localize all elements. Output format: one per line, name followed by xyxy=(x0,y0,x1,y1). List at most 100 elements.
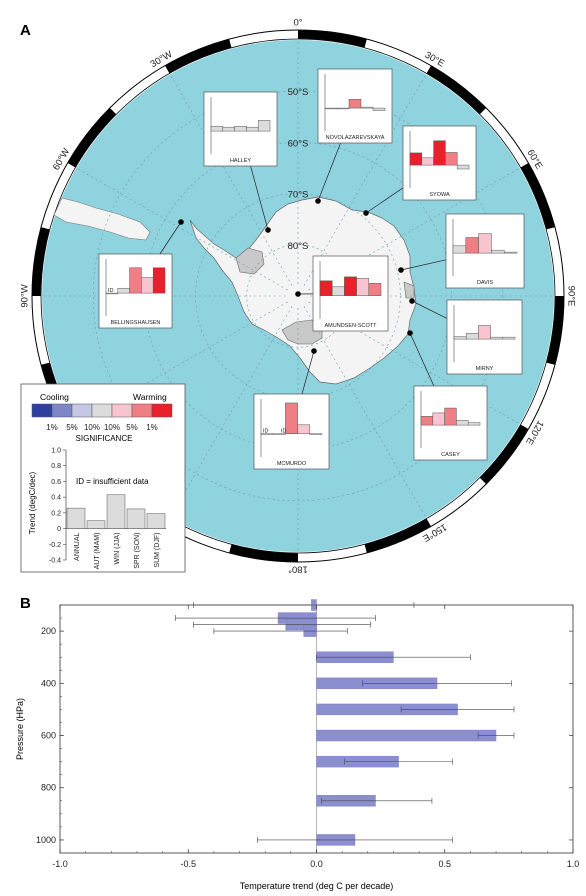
station-bar xyxy=(331,286,345,296)
station-bar xyxy=(444,407,457,426)
station-bar xyxy=(297,424,311,434)
latitude-circle xyxy=(92,90,504,502)
station-chart: MIRNY xyxy=(446,299,523,375)
y-tick-label: 800 xyxy=(41,783,56,793)
latitude-label: 70°S xyxy=(288,190,309,201)
legend-cooling-label: Cooling xyxy=(40,392,69,402)
station-chart: CASEY xyxy=(413,385,488,461)
legend-example-category: SPR (SON) xyxy=(134,533,141,569)
legend-swatch-label: 1% xyxy=(146,423,158,432)
panel-label-a: A xyxy=(20,22,31,39)
map-frame-segment xyxy=(426,65,486,115)
legend-example-bar xyxy=(106,494,126,529)
station-bar xyxy=(348,99,362,109)
insufficient-data-label: ID xyxy=(281,429,287,435)
map-frame-segment xyxy=(229,544,299,562)
longitude-label: 90°E xyxy=(565,286,576,307)
x-tick-label: -1.0 xyxy=(52,859,68,869)
station-bar xyxy=(336,107,350,110)
station-bar xyxy=(141,277,154,294)
longitude-label: 90°W xyxy=(20,284,31,307)
station-bar xyxy=(356,278,370,296)
station-bar xyxy=(491,249,505,254)
y-tick-label: 600 xyxy=(41,731,56,741)
station-marker xyxy=(295,291,301,297)
longitude-label: 0° xyxy=(293,18,302,29)
x-tick-label: 0.5 xyxy=(438,859,451,869)
station-leader-line xyxy=(159,221,182,255)
x-axis-label: Temperature trend (deg C per decade) xyxy=(240,881,394,891)
longitude-label: 180° xyxy=(288,563,308,574)
station-name: CASEY xyxy=(441,452,460,458)
legend-example-tick-label: 0.6 xyxy=(51,479,61,486)
station-marker xyxy=(407,330,413,336)
station-name: MCMURDO xyxy=(277,461,307,467)
y-axis-label: Pressure (HPa) xyxy=(15,698,25,760)
legend-example-category: WIN (JJA) xyxy=(114,533,121,565)
station-bar xyxy=(368,283,382,296)
station-bar xyxy=(360,106,374,109)
station-bar xyxy=(272,433,286,435)
station-chart: NOVOLAZAREVSKAYA xyxy=(317,68,393,144)
map-frame-segment xyxy=(479,424,529,484)
map-frame-segment xyxy=(364,518,431,553)
latitude-label: 60°S xyxy=(288,138,309,149)
station-marker xyxy=(409,298,415,304)
station-leader-line xyxy=(411,300,448,319)
station-leader-line xyxy=(409,332,435,387)
station-bar xyxy=(129,267,142,294)
ronne-ice-shelf xyxy=(235,247,265,275)
legend-example-tick-label: -0.2 xyxy=(49,542,61,549)
meridian-line xyxy=(170,75,293,286)
station-leader-line xyxy=(250,165,269,231)
panel-label-b: B xyxy=(20,595,31,612)
legend-example-tick-label: 1.0 xyxy=(51,448,61,455)
legend-swatch-label: 5% xyxy=(126,423,138,432)
antarctic-continent xyxy=(189,196,417,385)
station-chart: ID ID MCMURDO xyxy=(253,393,330,470)
map-frame-segment xyxy=(297,30,367,48)
station-bar xyxy=(432,412,445,426)
station-leader-line xyxy=(301,350,315,395)
station-bar xyxy=(210,125,224,132)
station-markers xyxy=(178,198,415,354)
station-bar xyxy=(478,233,492,254)
legend-swatch xyxy=(131,403,153,418)
station-marker xyxy=(265,227,271,233)
station-bar xyxy=(465,237,479,254)
station-bar xyxy=(433,140,446,166)
station-chart: SYOWA xyxy=(402,125,477,201)
x-tick-label: 0.0 xyxy=(310,859,323,869)
legend-swatch xyxy=(71,403,93,418)
station-bar xyxy=(478,325,491,340)
meridian-line xyxy=(303,306,426,517)
insufficient-data-label: ID xyxy=(108,288,114,294)
legend-swatches: 1% 5% 10% 10% 5% 1% xyxy=(31,403,173,432)
station-bar xyxy=(503,251,518,254)
legend-example-tick-label: 0.8 xyxy=(51,463,61,470)
legend-swatch-label: 1% xyxy=(46,423,58,432)
station-bar xyxy=(285,402,298,434)
station-bar xyxy=(453,336,467,340)
station-bar xyxy=(319,280,333,296)
legend-swatch xyxy=(51,403,73,418)
station-leader-line xyxy=(400,259,447,271)
legend-example-category: SUM (DJF) xyxy=(154,533,161,568)
legend-swatch-label: 10% xyxy=(84,423,100,432)
legend-example-tick-label: 0.2 xyxy=(51,510,61,517)
station-bar xyxy=(467,422,481,426)
station-bar xyxy=(324,107,338,110)
station-marker xyxy=(398,267,404,273)
station-bar xyxy=(246,126,259,132)
legend-swatch-label: 5% xyxy=(66,423,78,432)
legend-warming-label: Warming xyxy=(133,392,167,402)
station-bar xyxy=(257,120,271,132)
station-bar xyxy=(234,125,247,132)
station-bar xyxy=(445,152,458,166)
station-leader-line xyxy=(317,142,341,202)
insufficient-data-label: ID xyxy=(263,429,269,435)
x-tick-label: -0.5 xyxy=(180,859,196,869)
station-bar xyxy=(152,267,166,294)
station-bar xyxy=(420,416,434,426)
